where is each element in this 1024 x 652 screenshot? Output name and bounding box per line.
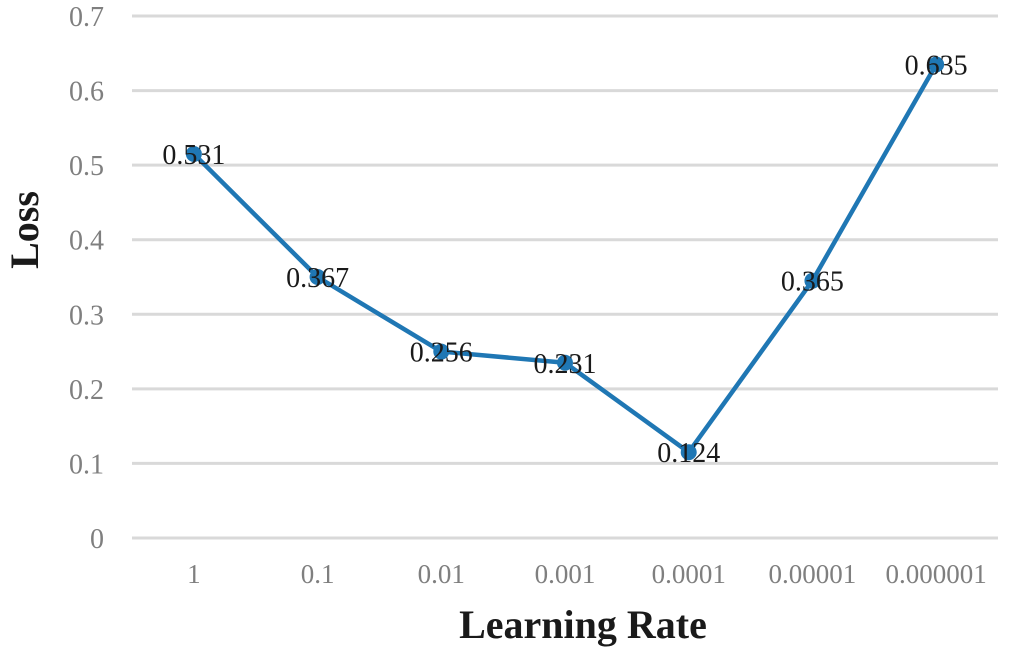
data-label: 0.231 [534,349,597,380]
y-tick-label: 0.1 [69,449,104,480]
data-point [309,269,326,285]
y-tick-label: 0.4 [69,226,104,257]
data-point [557,354,573,371]
x-tick-label: 1 [187,559,201,589]
y-tick-label: 0.5 [69,151,104,182]
y-tick-label: 0 [90,524,104,555]
data-point [928,56,945,73]
x-tick-label: 0.00001 [769,559,857,589]
y-tick-label: 0.6 [69,77,104,108]
series-layer [185,56,945,461]
x-axis-title: Learning Rate [459,602,707,647]
y-tick-label: 0.2 [69,375,104,406]
x-tick-label: 0.1 [301,559,335,589]
y-axis-ticks: 0 0.1 0.2 0.3 0.4 0.5 0.6 0.7 [69,2,104,555]
x-axis-ticks: 1 0.1 0.01 0.001 0.0001 0.00001 0.000001 [187,559,987,589]
x-tick-label: 0.000001 [886,559,987,589]
data-labels: 0.531 0.367 0.256 0.231 0.124 0.365 0.635 [162,50,967,469]
gridlines [132,14,998,540]
data-label: 0.367 [286,263,349,294]
data-point [185,145,202,162]
data-label: 0.256 [410,338,473,369]
data-label: 0.124 [657,438,720,469]
data-point [804,272,821,289]
data-point [433,343,450,360]
x-tick-label: 0.01 [418,559,465,589]
x-tick-label: 0.001 [535,559,596,589]
data-label: 0.635 [905,50,968,81]
x-tick-label: 0.0001 [652,559,726,589]
data-label: 0.365 [781,267,844,298]
data-point [680,444,697,461]
y-tick-label: 0.3 [69,300,104,331]
data-label: 0.531 [162,140,225,171]
series-line [192,63,939,455]
y-axis-title: Loss [2,191,47,269]
y-tick-label: 0.7 [69,2,104,33]
